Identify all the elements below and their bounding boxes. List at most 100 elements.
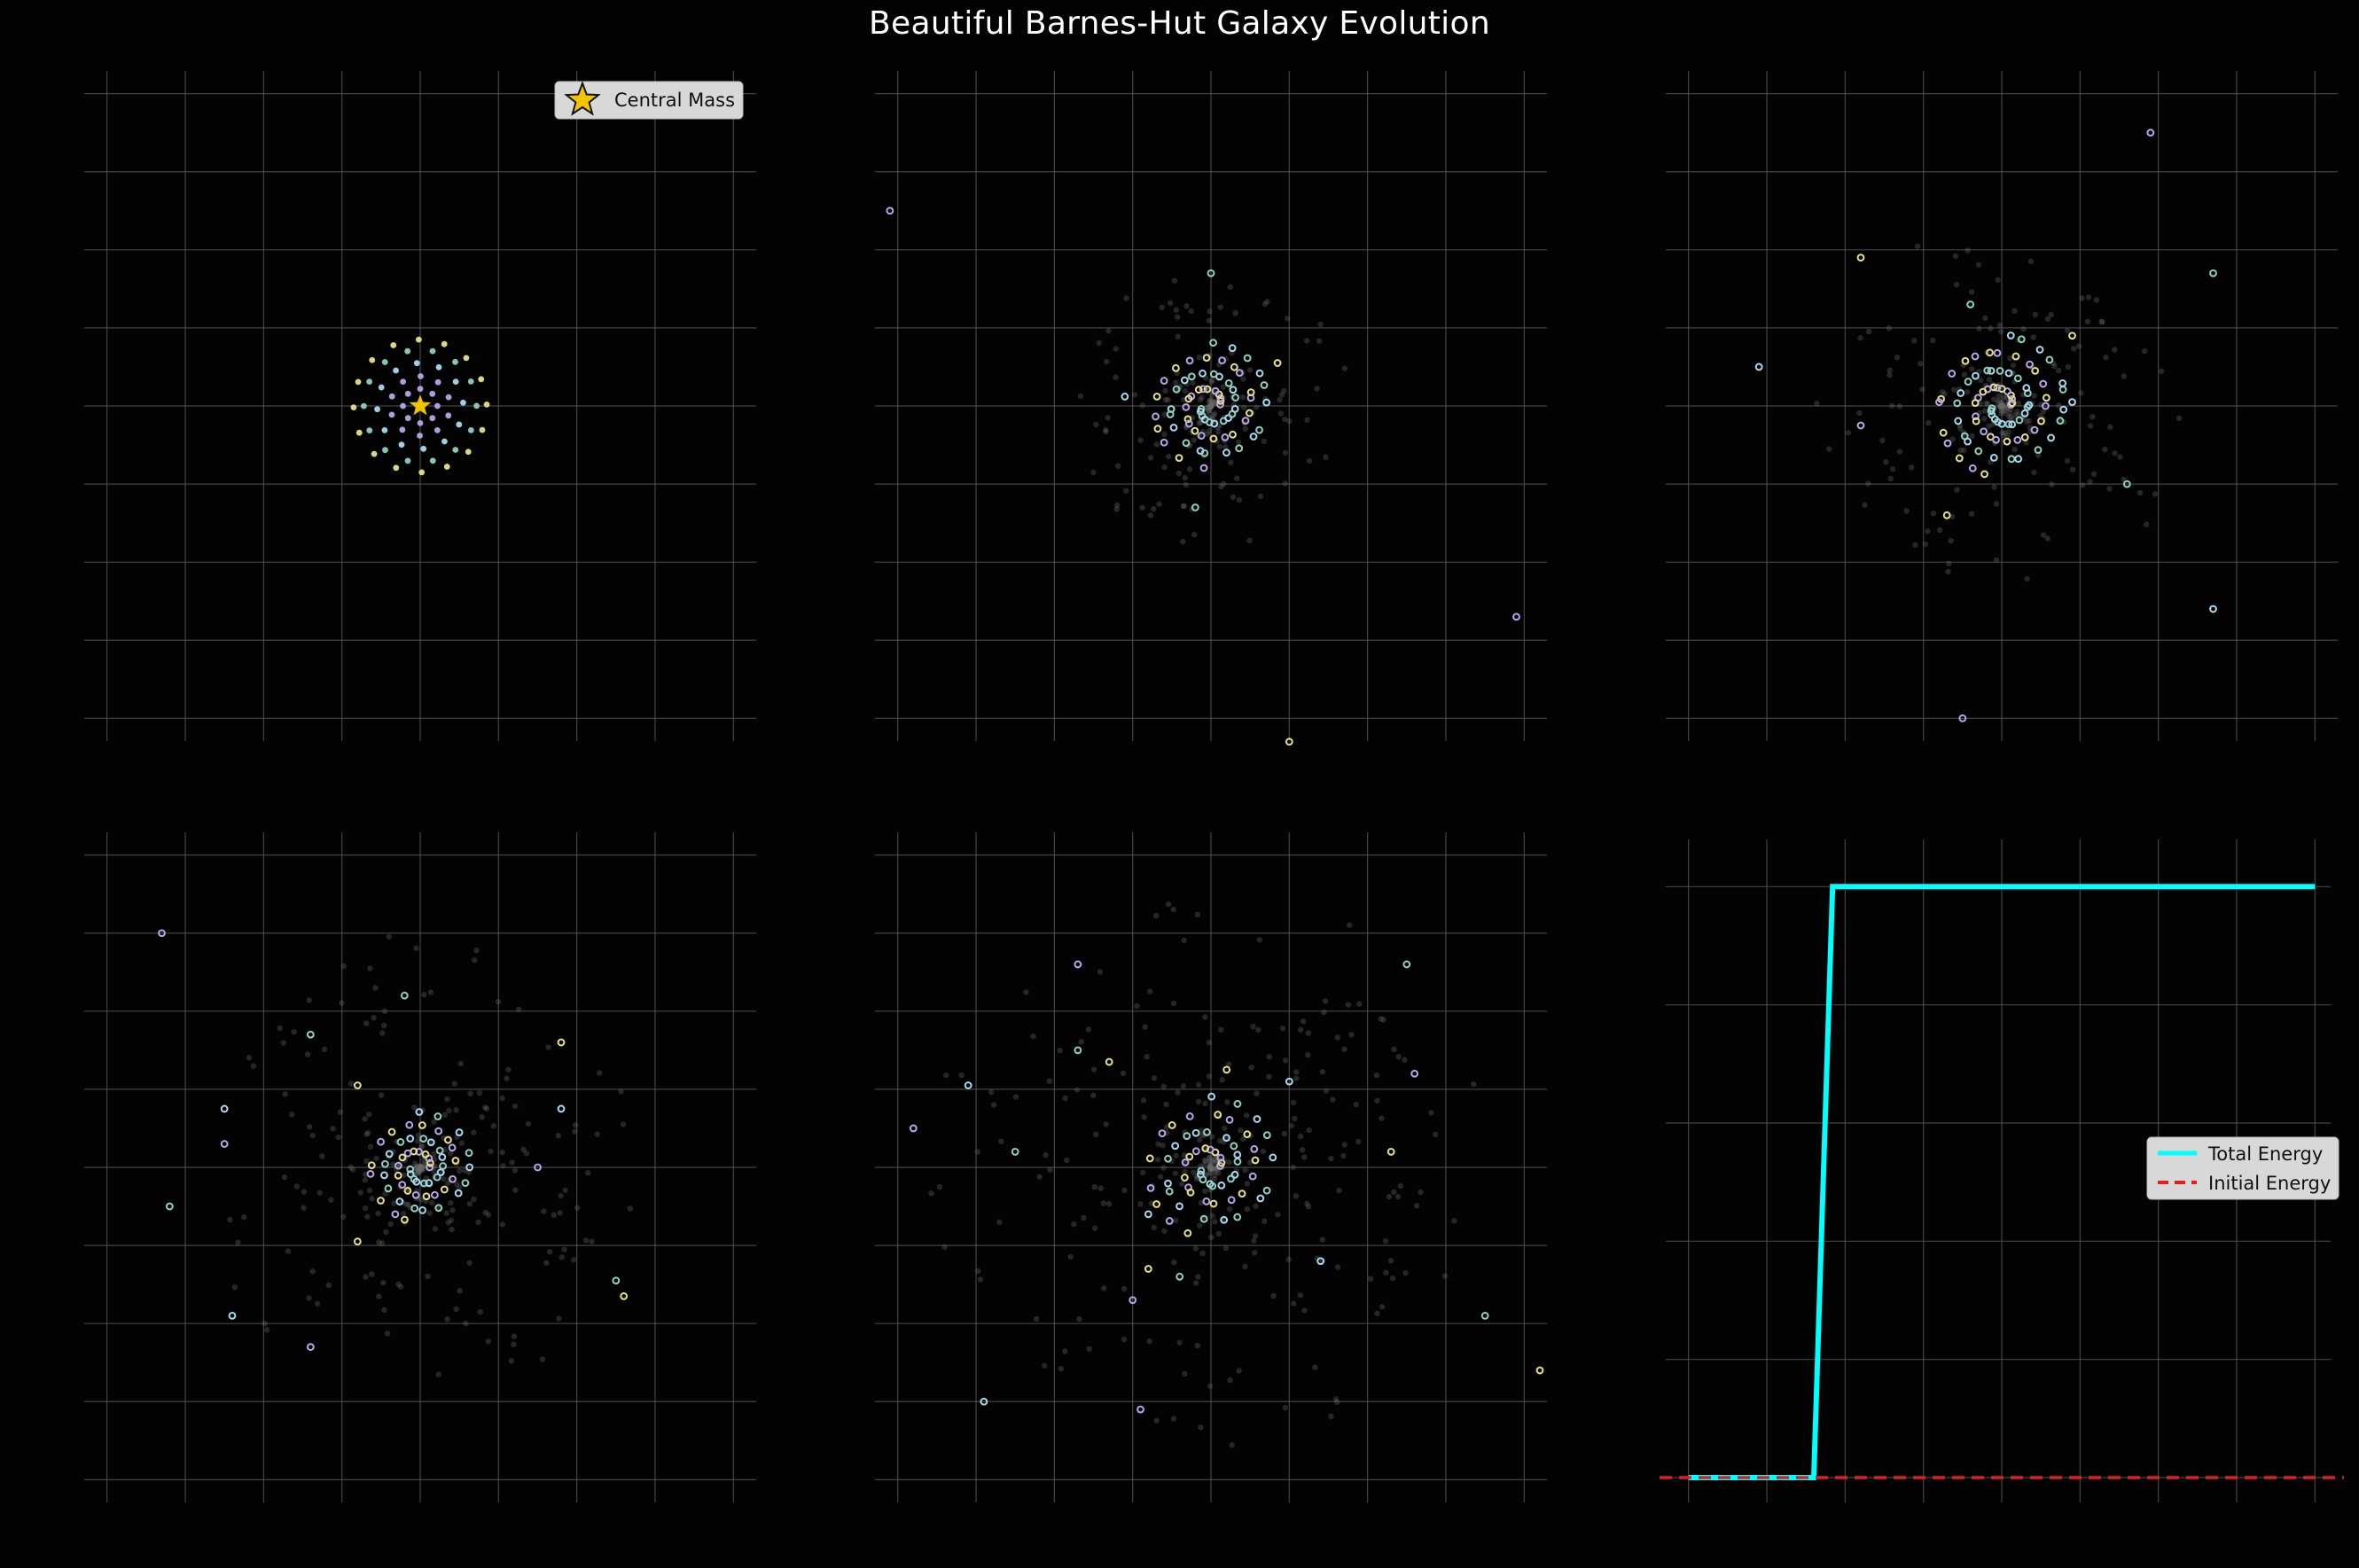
trail-point: [1999, 399, 2005, 406]
trail-point: [539, 1356, 546, 1362]
particle: [1209, 370, 1218, 378]
legend-energy: Total Energy Initial Energy: [2146, 1136, 2339, 1200]
particle: [1222, 1134, 1230, 1143]
trail-point: [1208, 378, 1215, 386]
particle: [2042, 402, 2050, 410]
particle: [461, 1179, 470, 1188]
trail-point: [1383, 1269, 1389, 1275]
trail-point: [419, 1143, 426, 1150]
trail-point: [1207, 402, 1215, 410]
trail-point: [1270, 1292, 1277, 1299]
particle: [385, 1150, 394, 1158]
trail-point: [1998, 403, 2004, 410]
trail-point: [520, 1146, 527, 1153]
figure-title: Beautiful Barnes-Hut Galaxy Evolution: [869, 5, 1490, 42]
trail-point: [453, 1306, 459, 1313]
particle: [1194, 386, 1203, 394]
trail-point: [1205, 404, 1212, 411]
trail-point: [1886, 371, 1893, 378]
particle-outlier: [1512, 612, 1520, 621]
trail-point: [382, 1190, 388, 1197]
trail-point: [2023, 418, 2030, 425]
trail-point: [1953, 281, 1960, 288]
trail-point: [1146, 1338, 1152, 1345]
particle: [434, 1127, 443, 1135]
trail-point: [1397, 1182, 1404, 1190]
particle: [2042, 394, 2050, 402]
trail-point: [1996, 393, 2002, 400]
particle: [1183, 1132, 1191, 1140]
particle: [1152, 392, 1161, 401]
particle: [1256, 1194, 1265, 1203]
trail-point: [416, 1166, 422, 1173]
trail-point: [379, 1240, 386, 1246]
particle: [1935, 398, 1943, 407]
trail-point: [420, 1163, 426, 1170]
trail-point: [1918, 361, 1924, 367]
particle: [1199, 369, 1207, 378]
trail-point: [1201, 1161, 1207, 1167]
trail-point: [1976, 325, 1982, 332]
trail-point: [1275, 1211, 1281, 1218]
trail-point: [571, 1257, 577, 1263]
trail-point: [594, 1131, 600, 1137]
trail-point: [1173, 1152, 1179, 1158]
trail-point: [367, 965, 373, 971]
trail-point: [1196, 1136, 1203, 1143]
particle: [367, 1161, 376, 1170]
trail-point: [1291, 1300, 1297, 1307]
trail-point: [1297, 1133, 1304, 1140]
trail-point: [1228, 459, 1234, 465]
particle: [2004, 369, 2013, 378]
trail-point: [1207, 1165, 1215, 1171]
trail-point: [1176, 470, 1183, 477]
particle: [1209, 1199, 1218, 1208]
particle: [1948, 370, 1957, 378]
particle: [1209, 434, 1218, 443]
trail-point: [1998, 403, 2004, 410]
trail-point: [1209, 398, 1215, 404]
particle: [1183, 1229, 1192, 1237]
particle-outlier: [1144, 1210, 1152, 1219]
trail-point: [1215, 428, 1222, 435]
trail-point: [1191, 1169, 1197, 1175]
trail-point: [1195, 1081, 1202, 1088]
trail-point: [1180, 538, 1186, 545]
trail-point: [1978, 377, 1984, 384]
trail-point: [1230, 494, 1237, 501]
trail-point: [431, 1151, 437, 1158]
particle-outlier: [2068, 332, 2076, 340]
particle: [2011, 352, 2020, 361]
trail-point: [293, 1183, 300, 1190]
trail-point: [1862, 502, 1868, 508]
trail-point: [1206, 1164, 1213, 1171]
trail-point: [1090, 1092, 1097, 1099]
trail-point: [2144, 521, 2150, 527]
particle: [465, 1149, 473, 1158]
trail-point: [1207, 1165, 1214, 1171]
trail-point: [1288, 1122, 1294, 1129]
trail-point: [998, 1138, 1004, 1144]
trail-point: [1896, 449, 1903, 455]
trail-point: [1207, 1166, 1214, 1173]
trail-point: [1193, 1280, 1199, 1286]
trail-point: [511, 1333, 518, 1339]
trail-point: [1209, 1134, 1215, 1140]
trail-point: [1207, 1154, 1214, 1160]
trail-point: [1170, 906, 1176, 913]
particle: [454, 1189, 463, 1197]
trail-point: [413, 945, 419, 952]
trail-point: [304, 1051, 311, 1057]
trail-point: [386, 933, 393, 940]
particle: [1246, 409, 1254, 417]
trail-point: [1340, 1152, 1347, 1159]
trail-point: [1993, 501, 2000, 507]
trail-point: [330, 1126, 336, 1132]
particle: [1235, 369, 1244, 378]
trail-point: [1093, 421, 1099, 428]
trail-point: [2031, 469, 2037, 476]
trail-point: [1255, 1026, 1262, 1034]
particle: [1222, 449, 1230, 457]
trail-point: [405, 1201, 411, 1208]
particle: [1221, 433, 1230, 441]
